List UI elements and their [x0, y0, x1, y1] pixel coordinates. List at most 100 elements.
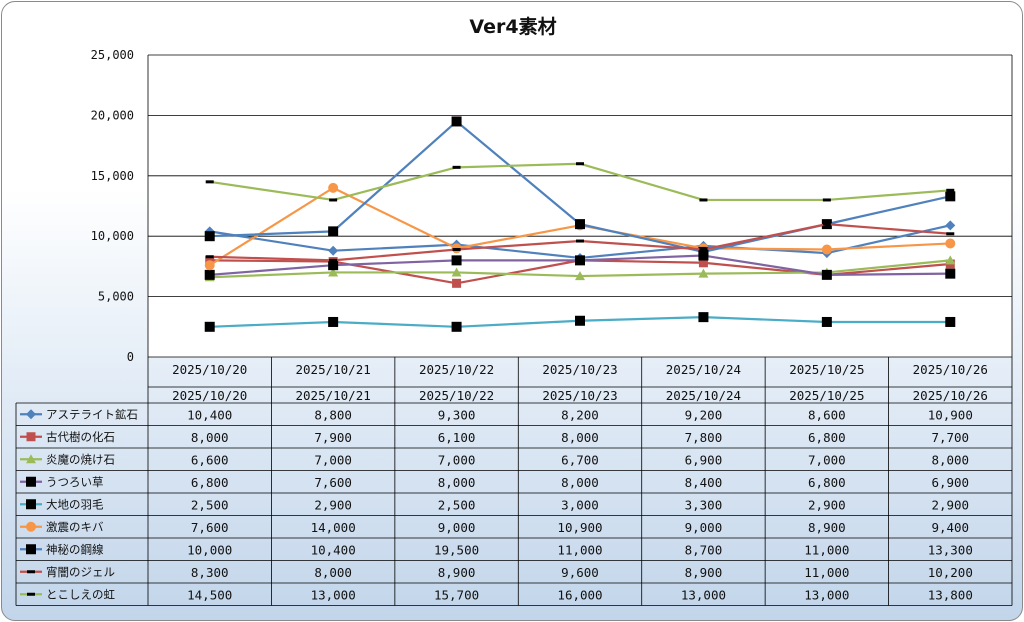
black-square-marker	[575, 219, 585, 230]
table-header-cell: 2025/10/20	[172, 388, 247, 403]
table-value-cell: 8,000	[438, 475, 476, 490]
triangle-marker	[451, 267, 462, 277]
table-value-cell: 8,600	[808, 407, 846, 422]
table-header-cell: 2025/10/24	[666, 388, 741, 403]
table-value-cell: 2,900	[808, 497, 846, 512]
table-header-cell: 2025/10/21	[296, 388, 371, 403]
dash-marker	[699, 198, 708, 202]
table-value-cell: 8,000	[931, 452, 969, 467]
black-square-marker	[328, 260, 339, 271]
table-value-cell: 3,000	[561, 497, 599, 512]
table-value-cell: 11,000	[804, 565, 849, 580]
square-marker	[452, 278, 462, 288]
table-value-cell: 8,900	[438, 565, 476, 580]
dash-marker	[946, 188, 955, 192]
table-header-cell: 2025/10/25	[789, 388, 864, 403]
gridlines	[148, 54, 1012, 358]
black-square-marker	[451, 255, 462, 266]
table-value-cell: 7,000	[314, 452, 352, 467]
table-value-cell: 6,100	[438, 430, 476, 445]
plot-area	[148, 55, 1012, 357]
table-value-cell: 6,800	[191, 475, 229, 490]
triangle-marker	[945, 255, 956, 265]
dash-marker	[699, 247, 708, 251]
dash-marker	[329, 258, 338, 262]
black-square-marker	[204, 269, 215, 280]
table-value-cell: 15,700	[434, 587, 479, 602]
diamond-marker	[328, 245, 339, 256]
y-tick-label: 5,000	[98, 290, 134, 304]
table-value-cell: 9,400	[931, 520, 969, 535]
triangle-marker	[26, 454, 36, 464]
dash-marker	[205, 180, 214, 184]
table-value-cell: 8,900	[808, 520, 846, 535]
black-square-marker	[451, 321, 462, 332]
black-square-marker	[451, 116, 462, 127]
table-row: 古代樹の化石 8,000 7,900 6,100 8,000 7,800 6,800 7,70…	[20, 430, 969, 445]
data-table: 2025/10/20 2025/10/21 2025/10/22 2025/10/23…	[15, 386, 1013, 606]
table-value-cell: 3,300	[685, 497, 723, 512]
table-value-cell: 7,800	[685, 430, 723, 445]
table-value-cell: 11,000	[557, 542, 602, 557]
table-header-cell: 2025/10/22	[419, 388, 494, 403]
circle-marker	[204, 260, 215, 271]
table-header-cell: 2025/10/26	[913, 388, 988, 403]
x-tick-label: 2025/10/20	[172, 362, 247, 377]
y-tick-label: 0	[127, 350, 134, 364]
table-value-cell: 6,700	[561, 452, 599, 467]
black-square-marker	[26, 476, 36, 487]
black-square-marker	[821, 269, 832, 280]
black-square-marker	[945, 316, 956, 327]
table-row: 宵闇のジェル 8,300 8,000 8,900 9,600 8,900 11,000 10,…	[20, 565, 973, 580]
table-value-cell: 13,800	[928, 587, 973, 602]
series-name: 古代樹の化石	[46, 430, 115, 444]
table-value-cell: 7,900	[314, 430, 352, 445]
black-square-marker	[328, 226, 339, 237]
y-tick-label: 25,000	[91, 48, 134, 62]
table-value-cell: 7,000	[808, 452, 846, 467]
series-name: 神秘の鋼線	[46, 542, 104, 556]
table-value-cell: 6,900	[685, 452, 723, 467]
series-name: とこしえの虹	[46, 587, 115, 601]
series-name: 激震のキバ	[46, 520, 104, 534]
table-value-cell: 7,600	[191, 520, 229, 535]
black-square-marker	[698, 246, 709, 257]
series-name: アステライト鉱石	[46, 407, 138, 421]
series-name: うつろい草	[46, 475, 104, 489]
table-value-cell: 8,400	[685, 475, 723, 490]
triangle-marker	[575, 271, 585, 281]
black-square-marker	[26, 544, 36, 555]
table-value-cell: 6,900	[931, 475, 969, 490]
chart-title: Ver4素材	[469, 15, 556, 38]
dash-marker	[452, 165, 461, 169]
table-value-cell: 7,000	[438, 452, 476, 467]
diamond-marker	[26, 409, 36, 420]
x-tick-label: 2025/10/23	[542, 362, 617, 377]
dash-marker	[205, 255, 214, 259]
table-row: うつろい草 6,800 7,600 8,000 8,000 8,400 6,800 6,900	[20, 475, 969, 490]
circle-marker	[821, 244, 832, 255]
y-tick-label: 15,000	[91, 169, 134, 183]
table-value-cell: 13,000	[681, 587, 726, 602]
table-value-cell: 2,500	[438, 497, 476, 512]
series-name: 大地の羽毛	[46, 497, 104, 511]
table-value-cell: 10,400	[187, 407, 232, 422]
table-value-cell: 10,200	[928, 565, 973, 580]
dash-marker	[27, 570, 35, 574]
dash-marker	[822, 198, 831, 202]
table-value-cell: 9,000	[685, 520, 723, 535]
table-value-cell: 10,900	[928, 407, 973, 422]
table-row: 炎魔の焼け石 6,600 7,000 7,000 6,700 6,900 7,000 8,00…	[20, 452, 969, 467]
black-square-marker	[328, 316, 339, 327]
series-lines	[204, 116, 956, 332]
black-square-marker	[945, 191, 956, 202]
table-value-cell: 2,500	[191, 497, 229, 512]
series-5	[204, 312, 956, 332]
y-tick-label: 20,000	[91, 108, 134, 122]
table-value-cell: 6,600	[191, 452, 229, 467]
series-9	[205, 162, 955, 202]
table-value-cell: 16,000	[557, 587, 602, 602]
x-tick-label: 2025/10/21	[296, 362, 371, 377]
